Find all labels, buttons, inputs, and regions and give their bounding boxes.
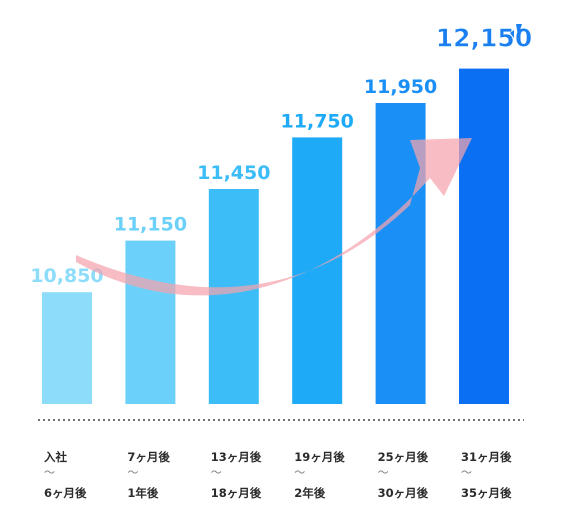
bar: [459, 68, 509, 404]
category-tilde: 〜: [211, 466, 222, 479]
value-labels-group: 10,850 11,150 11,450 11,750 11,950 12,150: [30, 23, 532, 287]
value-label: 11,750: [281, 110, 354, 132]
category-tilde: 〜: [378, 466, 389, 479]
value-label: 11,150: [114, 214, 187, 236]
category-label: 35ヶ月後: [461, 486, 512, 500]
category-tilde: 〜: [294, 466, 305, 479]
sparkle-stroke: [516, 24, 522, 36]
category-label: 18ヶ月後: [211, 486, 262, 500]
category-label: 1年後: [127, 486, 159, 500]
category-tilde: 〜: [127, 466, 138, 479]
bar: [292, 137, 343, 404]
bar: [125, 240, 176, 404]
category-tilde: 〜: [461, 466, 472, 479]
bar: [42, 292, 92, 404]
category-label: 入社: [44, 450, 67, 464]
bar: [208, 189, 259, 404]
category-tilde: 〜: [44, 466, 55, 479]
category-label: 6ヶ月後: [44, 486, 87, 500]
category-labels-group: 入社〜 6ヶ月後 7ヶ月後〜 1年後 13ヶ月後〜 18ヶ月後 19ヶ月後〜 2年後 25ヶ月後…: [44, 450, 512, 500]
value-label: 11,450: [197, 162, 270, 184]
category-label: 31ヶ月後: [461, 450, 512, 464]
category-label: 13ヶ月後: [211, 450, 262, 464]
trend-arrow-icon: [76, 138, 472, 296]
category-label: 19ヶ月後: [294, 450, 345, 464]
bars-group: [42, 68, 509, 404]
category-label: 2年後: [294, 486, 326, 500]
sparkle-icon: [510, 24, 522, 38]
value-label: 12,150: [436, 24, 532, 53]
value-label: 11,950: [364, 76, 437, 98]
category-label: 30ヶ月後: [378, 486, 429, 500]
value-label: 10,850: [30, 265, 103, 287]
category-label: 7ヶ月後: [127, 450, 170, 464]
sparkle-stroke: [510, 30, 514, 38]
category-label: 25ヶ月後: [378, 450, 429, 464]
